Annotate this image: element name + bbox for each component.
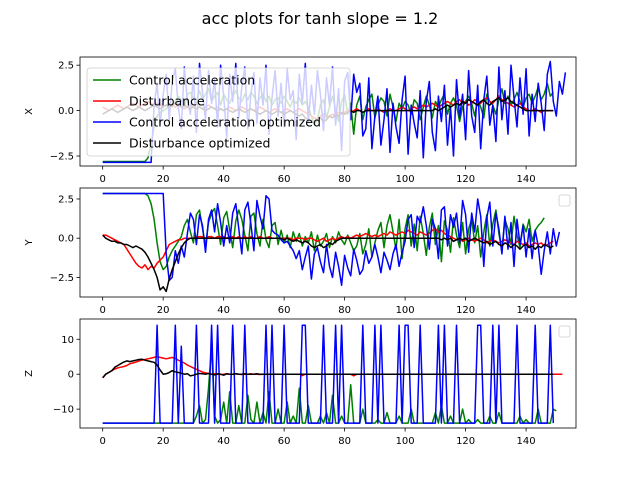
x-tick-label: 20 [157,436,170,447]
subplot-y: 0 20 40 60 80 100 120 140 −2.5 0.0 2.5 Y [24,187,577,316]
x-tick-label: 80 [338,174,351,185]
legend-box [86,67,351,157]
y-tick-label: −2.5 [50,152,74,163]
y-tick-label: 0.0 [58,106,74,117]
x-tick-label: 140 [517,305,536,316]
y-tick-label: 2.5 [58,194,74,205]
x-tick-label: 60 [278,436,291,447]
series-group [102,192,561,293]
x-tick-label: 140 [517,174,536,185]
x-tick-label: 120 [456,436,475,447]
x-tick-label: 100 [396,174,415,185]
axes-frame [79,318,577,429]
y-tick-label: −10 [53,405,74,416]
axes-frame [79,56,577,167]
series-group [102,324,563,424]
y-axis-label: X [24,108,35,115]
y-tick-label: −2.5 [50,273,74,284]
x-tick-label: 100 [396,436,415,447]
x-tick-label: 80 [338,305,351,316]
x-tick-label: 120 [456,174,475,185]
x-tick-label: 0 [99,174,105,185]
legend-entry: Disturbance optimized [129,136,270,151]
legend-box [558,325,571,338]
x-tick-label: 80 [338,436,351,447]
x-tick-label: 60 [278,305,291,316]
x-tick-label: 140 [517,436,536,447]
series-line-control-acceleration-optimized [102,324,555,424]
legend-entry: Control acceleration optimized [129,115,321,130]
x-tick-label: 40 [217,174,230,185]
legend-box [558,194,571,207]
legend-entry: Control acceleration [129,73,255,88]
y-tick-label: 0 [68,370,74,381]
subplot-z: 0 20 40 60 80 100 120 140 −10 0 10 Z [24,318,577,447]
x-tick-label: 100 [396,305,415,316]
x-tick-label: 40 [217,436,230,447]
series-line-disturbance-optimized [102,234,554,293]
y-tick-label: 10 [61,335,74,346]
x-tick-label: 20 [157,174,170,185]
x-tick-label: 60 [278,174,291,185]
x-tick-label: 0 [99,436,105,447]
series-line-control-acceleration-optimized [102,192,561,286]
legend-entry: Disturbance [129,94,205,109]
x-tick-label: 0 [99,305,105,316]
x-tick-label: 40 [217,305,230,316]
y-tick-label: 0.0 [58,234,74,245]
series-line-disturbance-optimized [102,358,554,379]
axes-frame [79,187,577,298]
x-tick-label: 120 [456,305,475,316]
y-axis-label: Y [24,239,35,247]
figure-title: acc plots for tanh slope = 1.2 [201,9,439,28]
x-tick-label: 20 [157,305,170,316]
subplot-x: 0 20 40 60 80 100 120 140 −2.5 0.0 2.5 X Control acc… [24,56,577,185]
y-axis-label: Z [24,370,35,377]
y-tick-label: 2.5 [58,61,74,72]
